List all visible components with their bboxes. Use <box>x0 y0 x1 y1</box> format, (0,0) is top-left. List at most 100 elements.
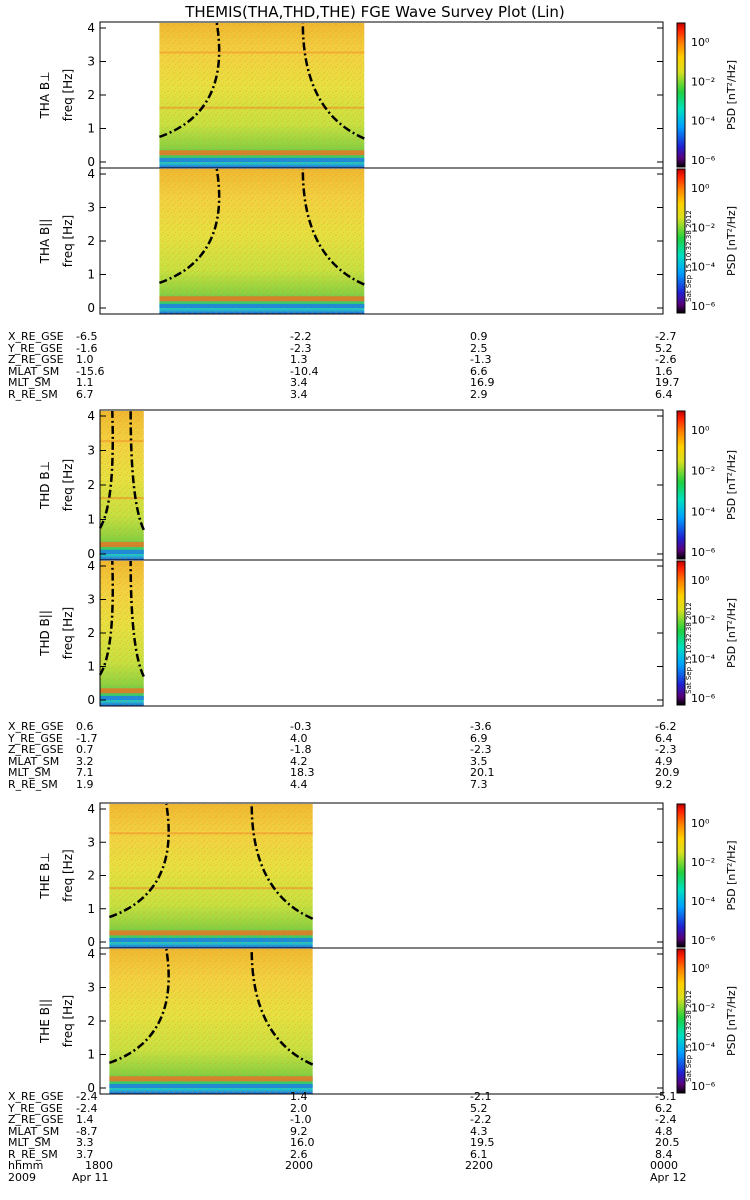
plot-title: THEMIS(THA,THD,THE) FGE Wave Survey Plot… <box>184 3 565 21</box>
gyrofrequency-curve <box>301 22 365 140</box>
y-tick-label: 3 <box>87 593 95 607</box>
y-tick-label: 3 <box>87 835 95 849</box>
colorbar-tick-label: 10⁻⁶ <box>691 300 716 313</box>
spectrogram-noise <box>109 804 313 948</box>
low-freq-band <box>159 157 365 162</box>
panel-label: THE B|| <box>38 999 52 1044</box>
gyrofrequency-curve <box>250 803 314 920</box>
colorbar-label: PSD [nT²/Hz] <box>725 840 738 910</box>
colorbar-tick-label: 10⁰ <box>691 817 710 830</box>
y-tick-label: 1 <box>87 902 95 916</box>
year-label: 2009 <box>8 1171 36 1184</box>
colorbar-label: PSD [nT²/Hz] <box>725 60 738 130</box>
y-tick-label: 2 <box>87 626 95 640</box>
panel-label: THA B|| <box>38 219 52 265</box>
low-freq-band <box>100 695 144 700</box>
y-tick-label: 2 <box>87 234 95 248</box>
emission-band <box>109 930 313 936</box>
colorbar-tick-label: 10⁻² <box>691 1001 715 1014</box>
gyrofrequency-curve <box>159 22 221 139</box>
gyrofrequency-curve <box>129 410 145 531</box>
colorbar-tick-label: 10⁻⁶ <box>691 546 716 559</box>
gyrofrequency-curve <box>108 803 170 919</box>
spectrogram-panel: 0 1 2 3 4 THD B⊥ freq [Hz] 10⁰ 10⁻² 10⁻⁴ 10⁻⁶ PSD [… <box>38 409 738 561</box>
colorbar-tick-label: 10⁻⁴ <box>691 1041 716 1054</box>
colorbar-tick-label: 10⁻⁶ <box>691 154 716 167</box>
y-tick-label: 0 <box>87 301 95 315</box>
panel-label: THD B⊥ <box>38 461 52 510</box>
panel-label: THA B⊥ <box>38 71 52 119</box>
y-tick-label: 2 <box>87 88 95 102</box>
timestamp-label: Sat Sep 15 10:32:38 2012 <box>685 210 693 302</box>
harmonic-line <box>109 887 313 890</box>
y-tick-label: 0 <box>87 935 95 949</box>
colorbar-frame <box>676 948 686 1094</box>
spectrogram-panel: 0 1 2 3 4 THE B⊥ freq [Hz] 10⁰ 10⁻² 10⁻⁴ 10⁻⁶ PSD [… <box>38 802 738 949</box>
y-tick-label: 0 <box>87 1081 95 1095</box>
gyrofrequency-curve <box>159 168 221 285</box>
colorbar-tick-label: 10⁻² <box>691 465 715 478</box>
colorbar-label: PSD [nT²/Hz] <box>725 598 738 668</box>
colorbar-label: PSD [nT²/Hz] <box>725 450 738 520</box>
harmonic-line <box>159 106 365 109</box>
low-freq-band <box>109 938 313 942</box>
y-tick-label: 0 <box>87 693 95 707</box>
gyrofrequency-curve <box>98 560 115 676</box>
spectrogram-panel: 0 1 2 3 4 THA B|| freq [Hz] 10⁰ 10⁻² 10⁻⁴ 10⁻⁶ PSD … <box>38 167 738 315</box>
colorbar-tick-label: 10⁻⁴ <box>691 115 716 128</box>
colorbar-label: PSD [nT²/Hz] <box>725 206 738 276</box>
colorbar-tick-label: 10⁰ <box>691 182 710 195</box>
colorbar-tick-label: 10⁻² <box>691 856 715 869</box>
harmonic-line <box>100 497 144 500</box>
y-tick-label: 2 <box>87 869 95 883</box>
time-tick-label: 0000 <box>650 1159 678 1172</box>
y-axis-label: freq [Hz] <box>61 995 75 1047</box>
y-tick-label: 1 <box>87 268 95 282</box>
colorbar-tick-label: 10⁻² <box>691 613 715 626</box>
spectrogram-noise <box>159 169 365 314</box>
panel-frame <box>99 409 664 561</box>
spectrogram-panel: 0 1 2 3 4 THD B|| freq [Hz] 10⁰ 10⁻² 10⁻⁴ 10⁻⁶ PSD … <box>38 559 738 707</box>
spectrogram-panel: 0 1 2 3 4 THA B⊥ freq [Hz] 10⁰ 10⁻² 10⁻⁴ 10⁻⁶ PSD [… <box>38 21 738 169</box>
colorbar-tick-label: 10⁻² <box>691 75 715 88</box>
colorbar-tick-label: 10⁻⁶ <box>691 934 716 947</box>
harmonic-line <box>109 832 313 835</box>
y-tick-label: 4 <box>87 802 95 816</box>
spectrogram-noise <box>159 23 365 168</box>
y-tick-label: 4 <box>87 167 95 181</box>
y-tick-label: 1 <box>87 1048 95 1062</box>
colorbar-frame <box>676 22 686 168</box>
spectrogram-noise <box>100 561 144 706</box>
y-tick-label: 1 <box>87 660 95 674</box>
y-axis-label: freq [Hz] <box>61 69 75 121</box>
gyrofrequency-curve <box>301 168 365 286</box>
colorbar <box>677 804 685 947</box>
colorbar-tick-label: 10⁰ <box>691 962 710 975</box>
time-tick-label: 2200 <box>465 1159 493 1172</box>
colorbar <box>677 411 685 559</box>
low-freq-band <box>100 549 144 554</box>
time-axis: hhmm 1800 2000 2200 0000 2009 Apr 11 Apr 12 <box>8 1159 687 1184</box>
colorbar <box>677 23 685 167</box>
colorbar <box>677 949 685 1093</box>
time-axis-hhmm-label: hhmm <box>8 1159 43 1172</box>
gyrofrequency-curve <box>250 948 314 1066</box>
y-tick-label: 0 <box>87 547 95 561</box>
colorbar-frame <box>676 803 686 948</box>
date-end-label: Apr 12 <box>650 1171 687 1184</box>
colorbar-tick-label: 10⁻⁴ <box>691 261 716 274</box>
y-tick-label: 3 <box>87 201 95 215</box>
y-axis-label: freq [Hz] <box>61 215 75 267</box>
emission-band <box>100 688 144 694</box>
y-tick-label: 0 <box>87 155 95 169</box>
y-tick-label: 3 <box>87 444 95 458</box>
y-axis-label: freq [Hz] <box>61 849 75 901</box>
colorbar-frame <box>676 168 686 314</box>
colorbar-tick-label: 10⁻⁴ <box>691 653 716 666</box>
y-tick-label: 3 <box>87 55 95 69</box>
spectrogram-noise <box>100 411 144 560</box>
timestamp-label: Sat Sep 15 10:32:38 2012 <box>685 602 693 694</box>
low-freq-band <box>109 1083 313 1088</box>
panel-label: THD B|| <box>38 610 52 657</box>
gyrofrequency-curve <box>108 948 170 1065</box>
